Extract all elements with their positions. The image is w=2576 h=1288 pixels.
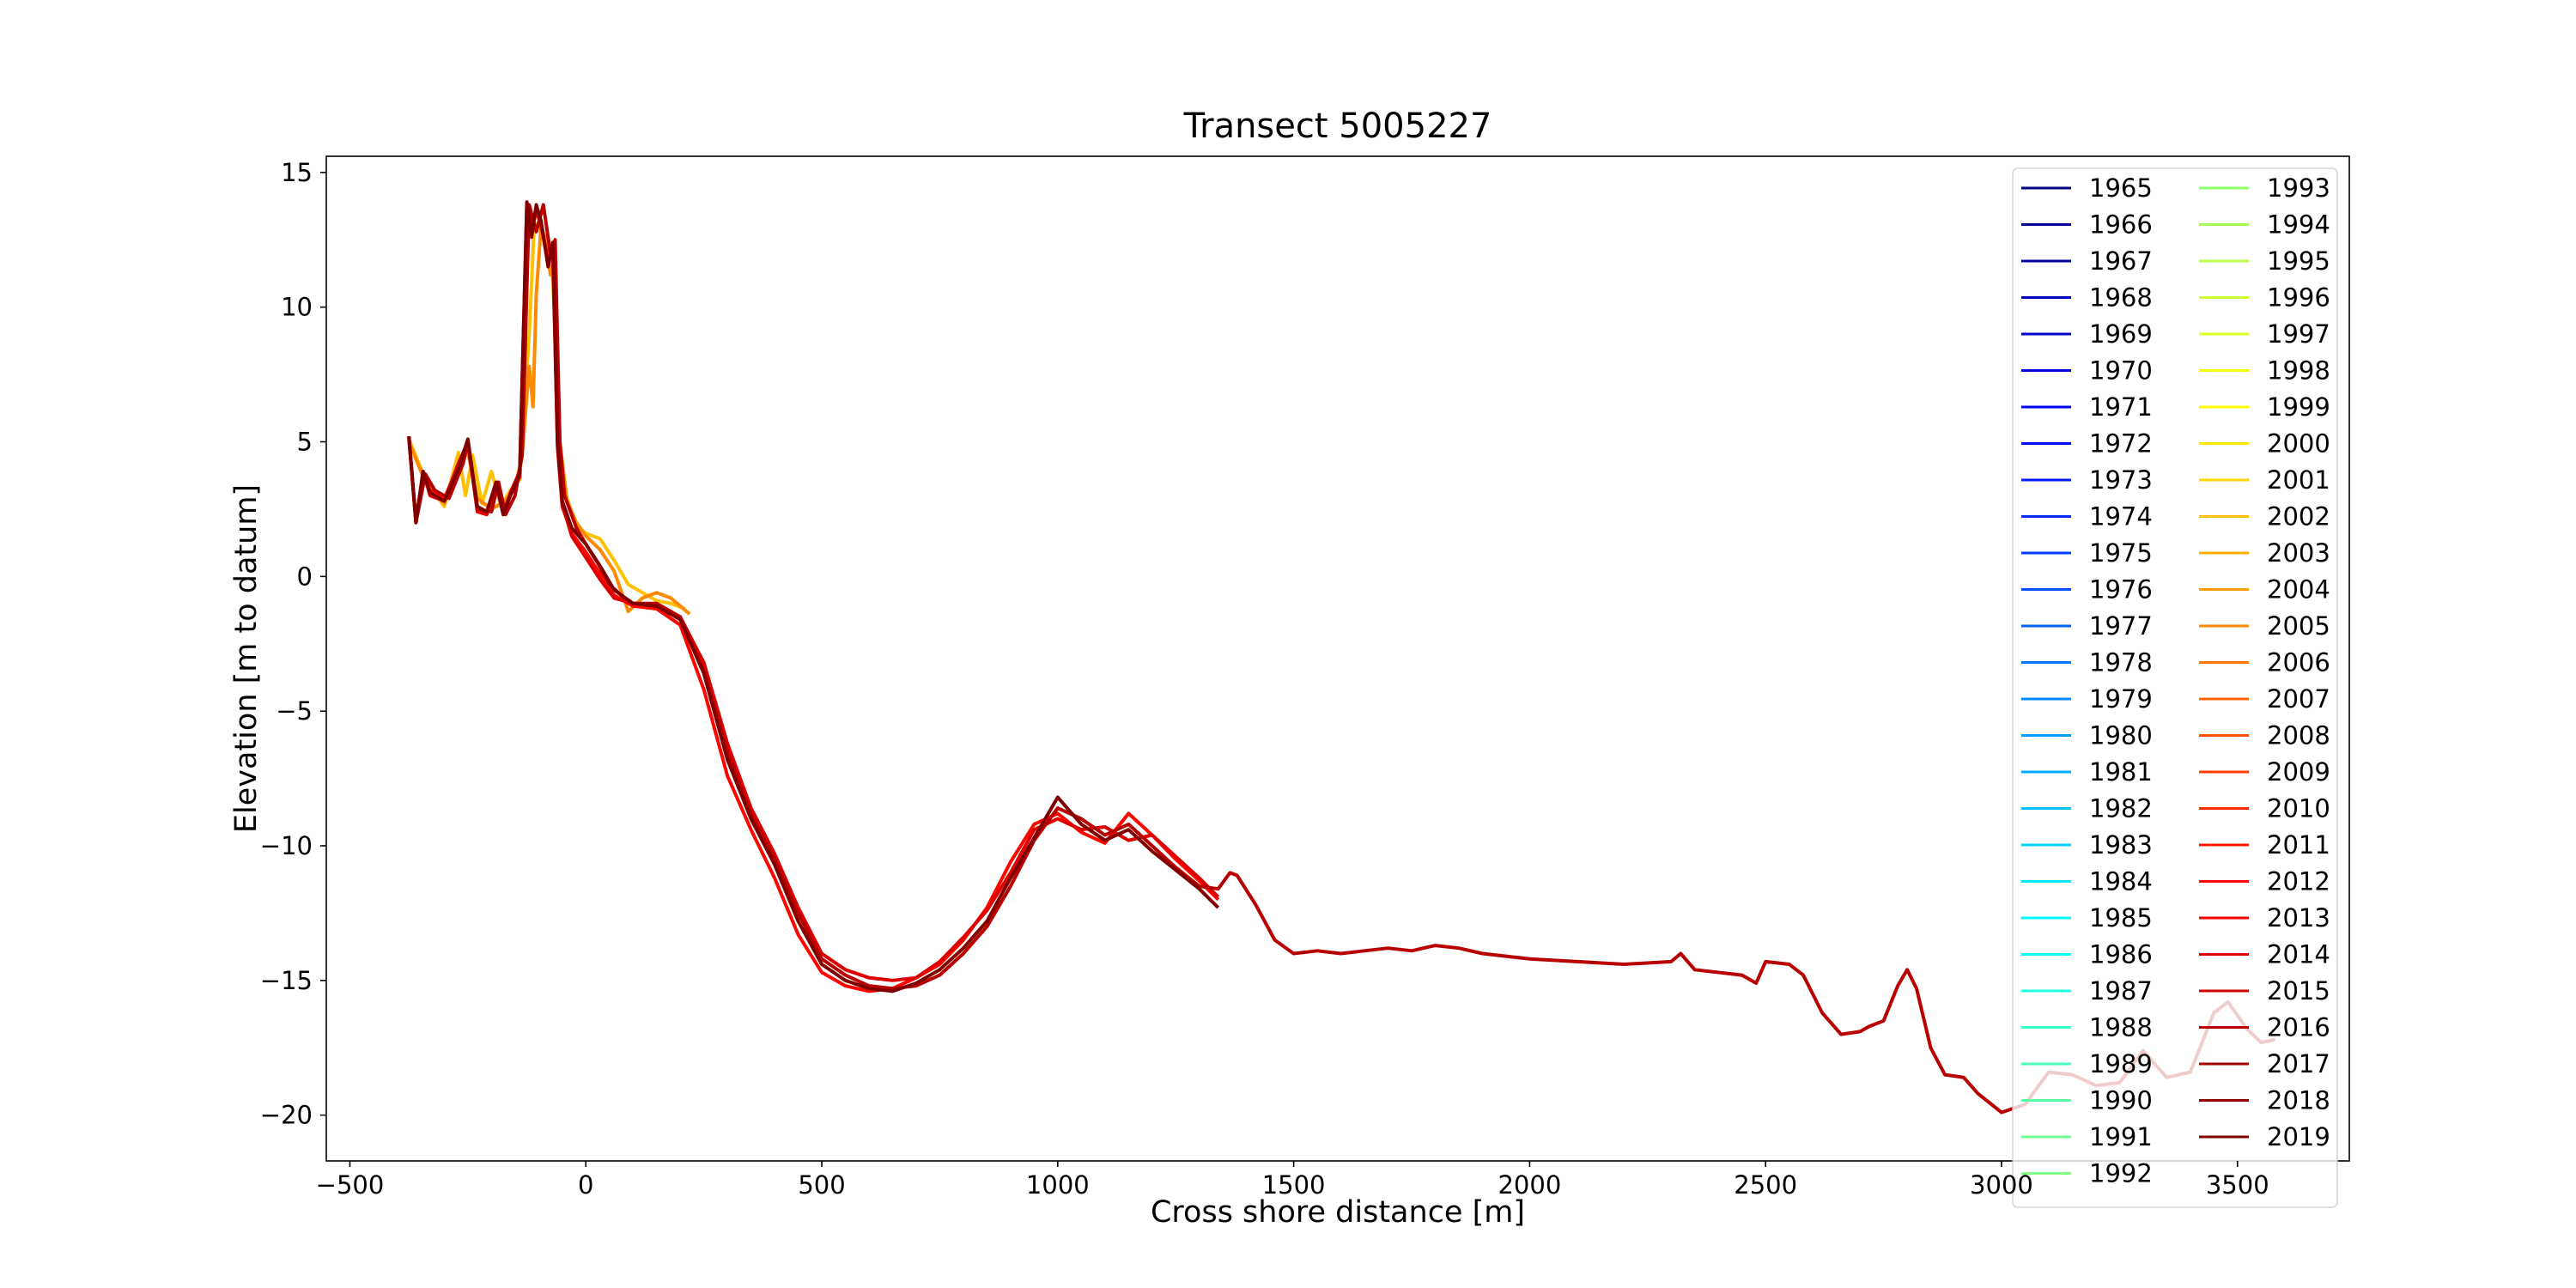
legend-label: 1969 [2089, 319, 2153, 349]
chart-title: Transect 5005227 [1183, 106, 1492, 146]
legend-label: 2005 [2267, 611, 2330, 641]
legend-label: 2008 [2267, 721, 2330, 750]
y-tick-label: 10 [281, 293, 313, 322]
legend-label: 1968 [2089, 283, 2153, 313]
y-tick-label: 15 [281, 158, 313, 187]
legend-label: 1998 [2267, 356, 2330, 386]
legend-label: 1990 [2089, 1086, 2153, 1115]
legend-label: 2001 [2267, 465, 2330, 495]
x-tick-label: 1000 [1026, 1170, 1090, 1200]
legend-label: 1983 [2089, 830, 2153, 860]
legend-box [2012, 167, 2338, 1208]
legend-label: 1975 [2089, 538, 2153, 568]
legend-label: 2014 [2267, 940, 2330, 969]
legend-label: 2004 [2267, 575, 2330, 605]
legend-label: 1982 [2089, 794, 2153, 823]
legend-label: 1965 [2089, 173, 2153, 203]
x-tick-label: 1500 [1262, 1170, 1326, 1200]
legend-label: 2016 [2267, 1013, 2330, 1042]
x-tick-label: 0 [578, 1170, 593, 1200]
legend-label: 1988 [2089, 1013, 2153, 1042]
legend-label: 2015 [2267, 976, 2330, 1005]
y-tick-label: −15 [260, 966, 313, 995]
legend-label: 1973 [2089, 465, 2153, 495]
x-tick-label: 3500 [2206, 1170, 2269, 1200]
legend-label: 2010 [2267, 794, 2330, 823]
legend-label: 1994 [2267, 210, 2330, 240]
legend-label: 1997 [2267, 319, 2330, 349]
x-tick-label: 500 [798, 1170, 845, 1200]
series-line [407, 200, 1220, 993]
y-tick-label: −5 [276, 696, 313, 726]
legend-label: 1996 [2267, 283, 2330, 313]
legend-label: 1995 [2267, 246, 2330, 276]
legend-label: 1993 [2267, 173, 2330, 203]
legend-label: 1967 [2089, 246, 2153, 276]
legend-label: 2003 [2267, 538, 2330, 568]
legend-label: 2002 [2267, 502, 2330, 532]
y-tick-label: 5 [297, 427, 313, 456]
legend-label: 1987 [2089, 976, 2153, 1005]
legend-label: 1976 [2089, 575, 2153, 605]
legend-label: 1977 [2089, 611, 2153, 641]
legend-label: 2011 [2267, 830, 2330, 860]
x-tick-label: −500 [316, 1170, 385, 1200]
legend-label: 1999 [2267, 392, 2330, 422]
legend-label: 2018 [2267, 1086, 2330, 1115]
legend-label: 2013 [2267, 903, 2330, 933]
legend-label: 2019 [2267, 1122, 2330, 1151]
legend-label: 1971 [2089, 392, 2153, 422]
legend-label: 1981 [2089, 757, 2153, 787]
plot-area [407, 200, 2276, 1115]
y-axis-label: Elevation [m to datum] [229, 484, 264, 833]
x-tick-label: 2000 [1498, 1170, 1561, 1200]
y-tick-label: −20 [260, 1101, 313, 1130]
legend-label: 1984 [2089, 867, 2153, 896]
legend-label: 2007 [2267, 684, 2330, 714]
x-tick-label: 2500 [1734, 1170, 1797, 1200]
legend-label: 2006 [2267, 648, 2330, 677]
legend-label: 1966 [2089, 210, 2153, 240]
legend-label: 2017 [2267, 1049, 2330, 1078]
legend-label: 1992 [2089, 1159, 2153, 1188]
legend-label: 2000 [2267, 429, 2330, 459]
x-axis-label: Cross shore distance [m] [1151, 1195, 1525, 1230]
legend-label: 1986 [2089, 940, 2153, 969]
series-line [407, 224, 691, 616]
y-tick-label: 0 [297, 562, 313, 591]
legend-label: 1980 [2089, 721, 2153, 750]
legend: 1965 1966 1967 1968 1969 1970 1971 1972 1973 1974… [2012, 167, 2338, 1208]
legend-label: 1972 [2089, 429, 2153, 459]
series-line [407, 203, 2276, 1115]
axes-frame [325, 155, 2350, 1162]
legend-label: 1970 [2089, 356, 2153, 386]
legend-label: 1985 [2089, 903, 2153, 933]
y-tick-label: −10 [260, 831, 313, 860]
legend-label: 1989 [2089, 1049, 2153, 1078]
legend-label: 1974 [2089, 502, 2153, 532]
legend-label: 1978 [2089, 648, 2153, 677]
legend-label: 1991 [2089, 1122, 2153, 1151]
x-tick-label: 3000 [1970, 1170, 2033, 1200]
legend-label: 2009 [2267, 757, 2330, 787]
legend-label: 1979 [2089, 684, 2153, 714]
series-line [407, 219, 686, 611]
legend-label: 2012 [2267, 867, 2330, 896]
